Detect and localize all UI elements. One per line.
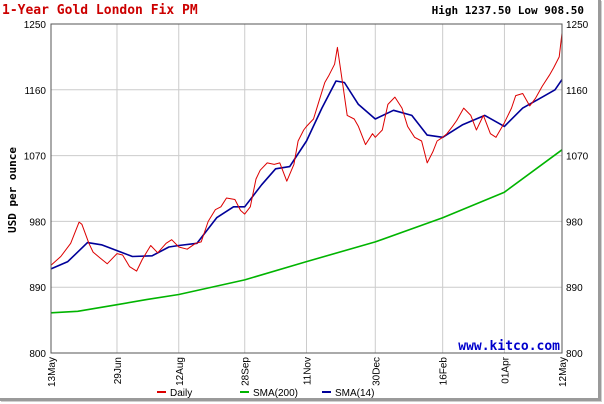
legend: Daily SMA(200) SMA(14) — [157, 388, 374, 399]
x-tick-label: 12May — [558, 357, 569, 387]
x-axis-ticks: 13May 29Jun 12Aug 28Sep 11Nov 30Dec 16Feb 01Apr… — [47, 356, 569, 387]
x-tick-label: 01Apr — [500, 356, 511, 383]
x-tick-label: 11Nov — [303, 357, 314, 385]
y-tick-label-left: 980 — [29, 217, 46, 228]
legend-label-sma-200: SMA(200) — [253, 388, 298, 399]
y-tick-label-right: 890 — [566, 283, 583, 294]
legend-label-sma-14: SMA(14) — [335, 388, 374, 399]
y-tick-label-right: 800 — [566, 349, 583, 360]
chart-title: 1-Year Gold London Fix PM — [2, 3, 198, 18]
grid-lines — [51, 24, 562, 353]
high-low-stats: High 1237.50 Low 908.50 — [432, 4, 584, 17]
y-tick-label-left: 890 — [29, 283, 46, 294]
y-tick-label-left: 1250 — [24, 20, 47, 31]
x-tick-label: 12Aug — [175, 357, 186, 386]
series-line-daily — [50, 33, 563, 272]
y-tick-label-right: 1160 — [566, 86, 588, 97]
x-tick-label: 13May — [47, 357, 58, 387]
x-tick-label: 16Feb — [439, 357, 450, 386]
watermark-url: www.kitco.com — [458, 339, 560, 354]
legend-label-daily: Daily — [170, 388, 192, 399]
y-tick-label-left: 1160 — [24, 86, 46, 97]
y-tick-label-right: 1070 — [566, 152, 589, 163]
series-line-sma-200 — [50, 149, 563, 314]
y-tick-label-left: 1070 — [24, 152, 47, 163]
x-tick-label: 28Sep — [241, 357, 252, 386]
x-tick-label: 29Jun — [113, 357, 124, 384]
y-tick-label-right: 1250 — [566, 20, 589, 31]
y-axis-label: USD per ounce — [6, 147, 19, 233]
plot-border — [50, 23, 563, 354]
series-line-sma-14 — [50, 79, 563, 270]
y-tick-label-right: 980 — [566, 217, 583, 228]
series-lines — [50, 33, 563, 314]
y-tick-label-left: 800 — [29, 349, 46, 360]
y-axis-ticks: 800 800 890 890 980 980 1070 1070 1160 1160 1250 12… — [24, 20, 589, 360]
x-tick-label: 30Dec — [371, 357, 382, 386]
